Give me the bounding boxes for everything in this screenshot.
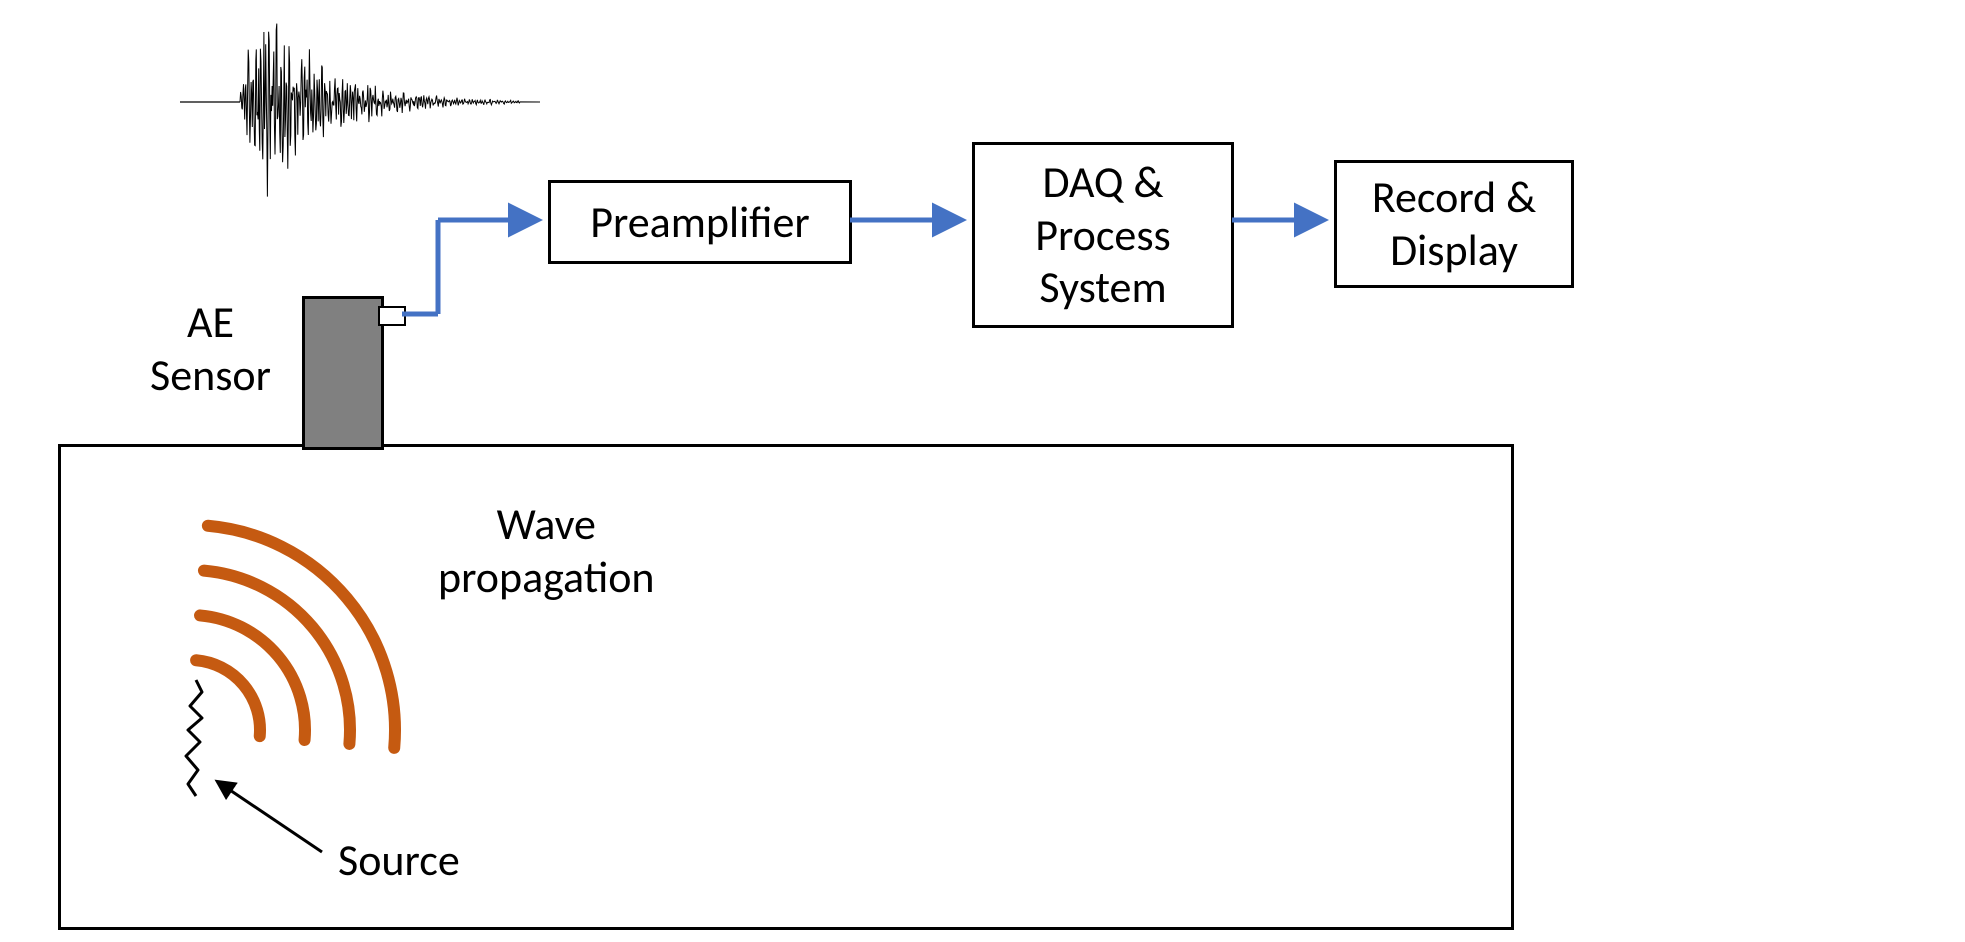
diagram-overlay — [0, 0, 1965, 942]
ae-signal-waveform — [180, 24, 540, 197]
arrows-group — [218, 220, 1322, 852]
crack-source-group — [186, 680, 202, 796]
wave-arcs-group — [196, 526, 395, 748]
